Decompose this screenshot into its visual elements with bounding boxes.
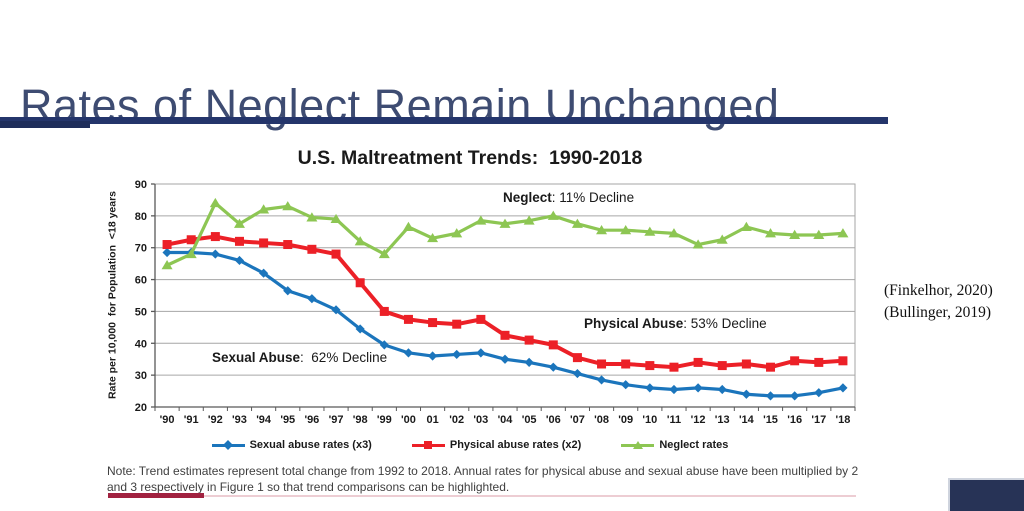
svg-text:'98: '98 bbox=[353, 414, 368, 426]
legend-item-sexual-abuse: Sexual abuse rates (x3) bbox=[211, 439, 372, 451]
footnote: Note: Trend estimates represent total ch… bbox=[107, 463, 858, 495]
annotation-sexual-abuse-value: : 62% Decline bbox=[300, 350, 388, 365]
svg-text:'92: '92 bbox=[208, 414, 223, 426]
svg-text:'12: '12 bbox=[691, 414, 706, 426]
annotation-physical-abuse: Physical Abuse: 53% Decline bbox=[584, 316, 767, 331]
title-underline-accent bbox=[0, 121, 90, 128]
svg-text:'13: '13 bbox=[715, 414, 730, 426]
svg-text:'02: '02 bbox=[449, 414, 464, 426]
chart-title: U.S. Maltreatment Trends: 1990-2018 bbox=[297, 147, 643, 169]
chart: U.S. Maltreatment Trends: 1990-2018 Rate… bbox=[100, 138, 870, 463]
citation-bullinger: (Bullinger, 2019) bbox=[884, 304, 992, 321]
chart-legend: Sexual abuse rates (x3) Physical abuse r… bbox=[120, 439, 820, 451]
annotation-physical-abuse-value: : 53% Decline bbox=[683, 316, 767, 331]
svg-text:90: 90 bbox=[135, 179, 147, 191]
annotation-neglect-value: : 11% Decline bbox=[551, 190, 635, 205]
svg-text:'96: '96 bbox=[304, 414, 319, 426]
svg-text:'09: '09 bbox=[618, 414, 633, 426]
svg-text:'94: '94 bbox=[256, 414, 272, 426]
legend-label-sexual-abuse: Sexual abuse rates (x3) bbox=[249, 439, 372, 451]
slide-title: Rates of Neglect Remain Unchanged bbox=[20, 80, 780, 132]
svg-text:20: 20 bbox=[135, 402, 147, 414]
legend-item-neglect: Neglect rates bbox=[621, 439, 728, 451]
annotation-neglect-label: Neglect bbox=[503, 190, 552, 205]
legend-marker-neglect bbox=[621, 440, 655, 451]
svg-text:'16: '16 bbox=[787, 414, 802, 426]
svg-text:'17: '17 bbox=[811, 414, 826, 426]
annotation-sexual-abuse-label: Sexual Abuse bbox=[212, 350, 301, 365]
legend-label-neglect: Neglect rates bbox=[659, 439, 729, 451]
footnote-line-2: and 3 respectively in Figure 1 so that t… bbox=[107, 480, 510, 494]
svg-text:'00: '00 bbox=[401, 414, 416, 426]
annotation-physical-abuse-label: Physical Abuse bbox=[584, 316, 684, 331]
svg-text:'07: '07 bbox=[570, 414, 585, 426]
corner-accent-block bbox=[948, 478, 1024, 511]
diamond-marker-icon bbox=[223, 440, 234, 450]
svg-text:'91: '91 bbox=[184, 414, 199, 426]
footnote-line-1: Note: Trend estimates represent total ch… bbox=[107, 464, 859, 478]
svg-text:'08: '08 bbox=[594, 414, 609, 426]
svg-text:30: 30 bbox=[135, 370, 147, 382]
citation-block: (Finkelhor, 2020) (Bullinger, 2019) bbox=[884, 280, 993, 324]
svg-text:'99: '99 bbox=[377, 414, 392, 426]
svg-text:'03: '03 bbox=[473, 414, 488, 426]
svg-text:60: 60 bbox=[135, 275, 147, 287]
citation-finkelhor: (Finkelhor, 2020) bbox=[884, 282, 993, 299]
svg-text:'95: '95 bbox=[280, 414, 295, 426]
svg-text:'90: '90 bbox=[160, 414, 175, 426]
title-underline bbox=[0, 117, 888, 124]
svg-text:'06: '06 bbox=[546, 414, 561, 426]
annotation-neglect: Neglect: 11% Decline bbox=[503, 190, 634, 205]
svg-text:80: 80 bbox=[135, 211, 147, 223]
legend-label-physical-abuse: Physical abuse rates (x2) bbox=[449, 439, 582, 451]
footer-divider bbox=[108, 495, 856, 497]
svg-text:'15: '15 bbox=[763, 414, 778, 426]
legend-marker-physical-abuse bbox=[411, 440, 445, 451]
plot-area: 90 80 70 60 50 40 30 20 '90 '91 '92 '93 '94 '95 '96 '97… bbox=[135, 179, 856, 426]
svg-text:50: 50 bbox=[135, 306, 147, 318]
svg-text:'97: '97 bbox=[329, 414, 344, 426]
legend-marker-sexual-abuse bbox=[211, 440, 245, 451]
svg-text:'18: '18 bbox=[836, 414, 851, 426]
svg-text:'11: '11 bbox=[667, 414, 681, 426]
legend-item-physical-abuse: Physical abuse rates (x2) bbox=[411, 439, 582, 451]
triangle-marker-icon bbox=[632, 441, 643, 449]
svg-text:'93: '93 bbox=[232, 414, 247, 426]
svg-text:70: 70 bbox=[135, 243, 147, 255]
svg-text:'05: '05 bbox=[522, 414, 537, 426]
svg-text:'14: '14 bbox=[739, 414, 755, 426]
footer-divider-accent bbox=[108, 493, 204, 498]
svg-text:01: 01 bbox=[426, 414, 438, 426]
square-marker-icon bbox=[424, 441, 433, 449]
annotation-sexual-abuse: Sexual Abuse: 62% Decline bbox=[212, 350, 387, 365]
svg-text:'10: '10 bbox=[642, 414, 657, 426]
svg-text:40: 40 bbox=[135, 338, 147, 350]
svg-text:'04: '04 bbox=[498, 414, 514, 426]
